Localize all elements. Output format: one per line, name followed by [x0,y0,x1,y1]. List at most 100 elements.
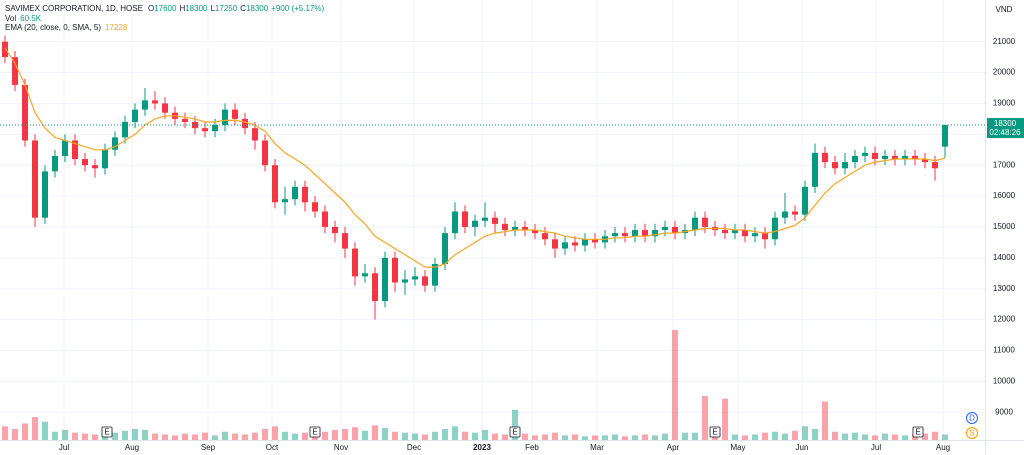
volume-bar [172,435,178,440]
y-tick-label: 15000 [993,222,1016,231]
candle-body [342,233,348,249]
volume-bar [872,435,878,440]
volume-bar [232,433,238,440]
ohlc-value: 18300 [246,4,269,13]
countdown: 02:48:26 [989,128,1021,137]
candle-body [922,159,928,163]
candle-body [82,159,88,166]
volume-bar [902,435,908,440]
marker-circle [966,427,978,439]
overlay-layer: E E E E E DS [0,47,985,439]
volume-bar [402,432,408,440]
volume-name: Vol [5,14,16,23]
event-label: E [915,428,920,437]
axes: 9000 10000 11000 12000 13000 14000 15000 16000 1… [59,37,1024,452]
x-tick-label: 2023 [473,443,491,452]
y-tick-label: 11000 [993,346,1015,355]
x-tick-label: Jul [59,443,69,452]
candle-body [532,230,538,234]
volume-bar [142,429,148,440]
volume-bar [262,429,268,440]
volume-bar [82,433,88,440]
volume-bar [322,431,328,440]
candle-body [482,217,488,221]
x-tick-label: Sep [201,443,216,452]
y-tick-label: 21000 [993,37,1016,46]
volume-bar [702,396,708,440]
candle-body [842,162,848,169]
candle-body [242,118,248,129]
last-price-label: 18300 [994,119,1017,128]
candle-body [802,186,808,215]
candle-body [232,109,238,119]
candle-body [932,162,938,169]
candle-body [302,186,308,203]
candle-body [2,41,8,58]
volume-bar [762,432,768,440]
candle-body [722,230,728,234]
volume-bar [772,431,778,440]
volume-bar [362,430,368,440]
candle-body [622,233,628,237]
ema-name: EMA (20, close, 0, SMA, 5) [5,23,101,32]
volume-bar [92,434,98,440]
volume-bar [802,426,808,440]
volume-bar [562,435,568,440]
candle-body [212,125,218,132]
candle-body [732,230,738,234]
volume-bar [522,433,528,440]
volume-bar [182,433,188,440]
volume-bar [32,417,38,440]
volume-bar [72,432,78,440]
volume-bar [192,434,198,440]
candle-body [422,276,428,286]
candle-body [452,211,458,234]
candle-body [562,242,568,249]
candle-body [152,100,158,104]
x-tick-label: May [730,443,745,452]
volume-bar [652,435,658,440]
x-tick-label: Aug [936,443,950,452]
volume-bar [922,433,928,440]
candle-body [652,230,658,237]
legend: SAVIMEX CORPORATION, 1D, HOSE O17600 H1830… [5,4,324,32]
event-box [101,426,113,438]
ohlc-prefix: H [179,4,185,13]
volume-bar [932,431,938,440]
candle-body [202,128,208,132]
grid [0,0,985,440]
change: +900 (+5.17%) [271,4,324,13]
y-tick-label: 12000 [993,315,1016,324]
x-tick-label: Oct [266,443,279,452]
volume-bar [222,431,228,440]
candle-body [92,165,98,169]
volume-bar [472,432,478,440]
event-label: E [512,428,517,437]
ohlc-prefix: L [210,4,215,13]
volume-bar [822,401,828,440]
x-tick-label: Aug [125,443,139,452]
candle-body [492,217,498,224]
volume-bar [202,432,208,440]
header: SAVIMEX CORPORATION, 1D, HOSE O17600 H1830… [5,4,324,13]
volume-bar [252,432,258,440]
volume-bar [602,435,608,440]
candle-body [572,242,578,246]
x-tick-label: Mar [590,443,604,452]
candle-body [312,202,318,212]
candle-body [272,165,278,203]
volume-bar [792,430,798,440]
y-tick-label: 10000 [993,376,1016,385]
symbol-title: SAVIMEX CORPORATION, 1D, HOSE [5,4,143,13]
candle-body [402,279,408,283]
candle-body [672,226,678,234]
volume-bar [642,434,648,440]
volume-bar [892,434,898,440]
volume-bar [242,434,248,440]
candle-body [702,217,708,227]
volume-bar [382,428,388,440]
volume-bar [592,435,598,440]
candle-body [142,100,148,110]
volume-bar [672,330,678,440]
